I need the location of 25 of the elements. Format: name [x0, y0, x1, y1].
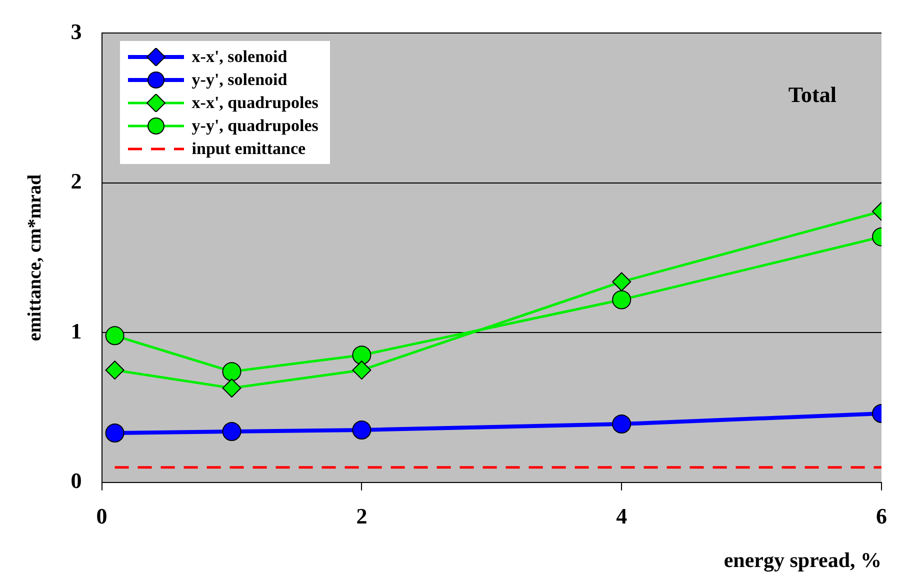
x-tick-label: 0	[96, 503, 108, 528]
point	[105, 423, 124, 442]
y-tick-label: 2	[70, 168, 82, 194]
x-axis-title: energy spread, %	[724, 548, 882, 572]
point	[222, 378, 242, 398]
legend-label: y-y', solenoid	[192, 69, 288, 92]
point	[222, 362, 242, 382]
point	[105, 360, 124, 380]
legend-label: x-x', quadrupoles	[192, 92, 318, 114]
point	[222, 422, 242, 441]
legend-label: input emittance	[192, 138, 306, 160]
x-tick-label: 6	[876, 503, 887, 528]
y-tick-label: 0	[70, 468, 82, 494]
x-tick-label: 2	[356, 503, 368, 528]
point	[105, 326, 124, 346]
y-axis-title: emittance, cm*mrad	[24, 174, 46, 342]
legend-label: x-x', solenoid	[192, 46, 288, 68]
annotation: Total	[788, 82, 836, 107]
point	[352, 420, 372, 440]
y-tick-label: 3	[70, 18, 82, 44]
point	[352, 360, 372, 380]
y-tick-label: 1	[70, 318, 82, 344]
point	[352, 346, 372, 365]
legend-label: y-y', quadrupoles	[192, 115, 318, 138]
x-tick-label: 4	[616, 503, 628, 528]
